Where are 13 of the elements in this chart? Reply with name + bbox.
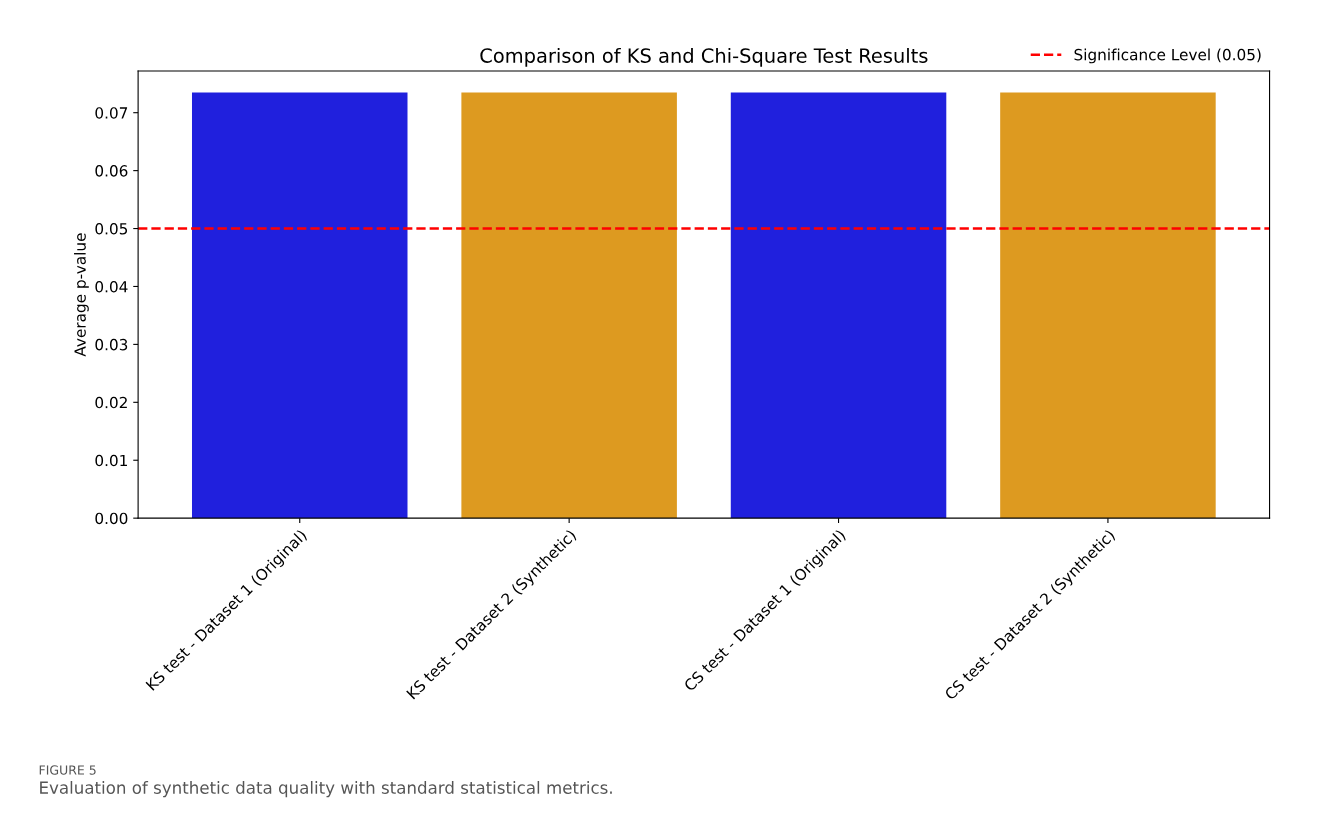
y-tick-label: 0.00 — [95, 512, 128, 525]
legend-label: Significance Level (0.05) — [1074, 48, 1261, 64]
y-tick-label: 0.06 — [95, 165, 128, 177]
caption: FIGURE 5 — [39, 765, 96, 775]
y-tick-label: 0.03 — [95, 338, 128, 351]
y-tick-label: 0.01 — [95, 454, 127, 467]
y-tick-label: 0.02 — [95, 396, 127, 409]
y-tick-label: 0.07 — [95, 107, 128, 119]
text: Evaluation of synthetic data quality with standard statistical metrics. — [40, 781, 612, 798]
y-tick-label: 0.05 — [95, 223, 128, 235]
chart-title: Comparison of KS and Chi-Square Test Results — [480, 47, 928, 67]
y-axis-title: Average p-value — [74, 233, 89, 357]
y-tick-label: 0.04 — [95, 280, 128, 293]
